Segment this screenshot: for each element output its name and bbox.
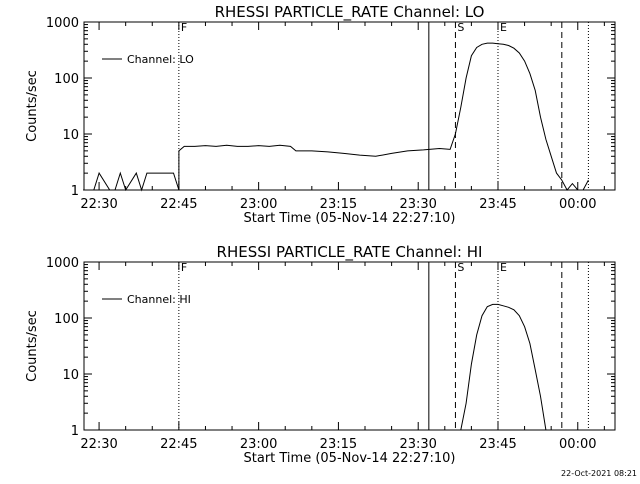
y-tick-label: 100: [54, 312, 79, 327]
x-tick-label: 00:00: [559, 197, 596, 212]
series-line-0: [460, 303, 547, 431]
plot-frame: [83, 21, 616, 191]
legend-entry: Channel: HI: [127, 293, 191, 306]
event-marker-label: E: [500, 21, 507, 34]
series-line-0: [83, 42, 589, 192]
event-marker-label: E: [500, 261, 507, 274]
x-tick-label: 23:30: [399, 437, 436, 452]
x-tick-label: 23:45: [479, 197, 516, 212]
x-tick-label: 23:15: [320, 197, 357, 212]
x-axis-label: Start Time (05-Nov-14 22:27:10): [244, 451, 456, 466]
legend-entry: Channel: LO: [127, 53, 194, 66]
chart-title: RHESSI PARTICLE_RATE Channel: HI: [217, 243, 483, 262]
y-axis-label: Counts/sec: [25, 310, 40, 382]
event-marker-label: F: [181, 261, 187, 274]
event-marker-label: S: [457, 261, 464, 274]
generation-timestamp: 22-Oct-2021 08:21: [561, 469, 637, 478]
chart-title: RHESSI PARTICLE_RATE Channel: LO: [215, 3, 485, 22]
y-tick-label: 10: [62, 368, 79, 383]
x-tick-label: 23:00: [240, 197, 277, 212]
x-tick-label: 23:15: [320, 437, 357, 452]
x-tick-label: 22:45: [160, 437, 197, 452]
y-tick-label: 10: [62, 128, 79, 143]
y-tick-label: 1000: [46, 256, 79, 271]
x-tick-label: 23:45: [479, 437, 516, 452]
x-tick-label: 23:00: [240, 437, 277, 452]
x-tick-label: 22:30: [80, 437, 117, 452]
y-tick-label: 1: [71, 424, 79, 439]
x-tick-label: 00:00: [559, 437, 596, 452]
y-axis-label: Counts/sec: [25, 70, 40, 142]
x-axis-label: Start Time (05-Nov-14 22:27:10): [244, 211, 456, 226]
y-tick-label: 1000: [46, 16, 79, 31]
event-marker-label: S: [457, 21, 464, 34]
chart-panel-hi: RHESSI PARTICLE_RATE Channel: HI 1 10 100 10…: [25, 243, 616, 466]
event-marker-label: F: [181, 21, 187, 34]
x-tick-label: 22:45: [160, 197, 197, 212]
chart-panel-lo: RHESSI PARTICLE_RATE Channel: LO 1 10 100 10…: [25, 3, 616, 226]
y-tick-label: 100: [54, 72, 79, 87]
y-tick-label: 1: [71, 184, 79, 199]
x-tick-label: 23:30: [399, 197, 436, 212]
plot-frame: [83, 261, 616, 431]
x-tick-label: 22:30: [80, 197, 117, 212]
